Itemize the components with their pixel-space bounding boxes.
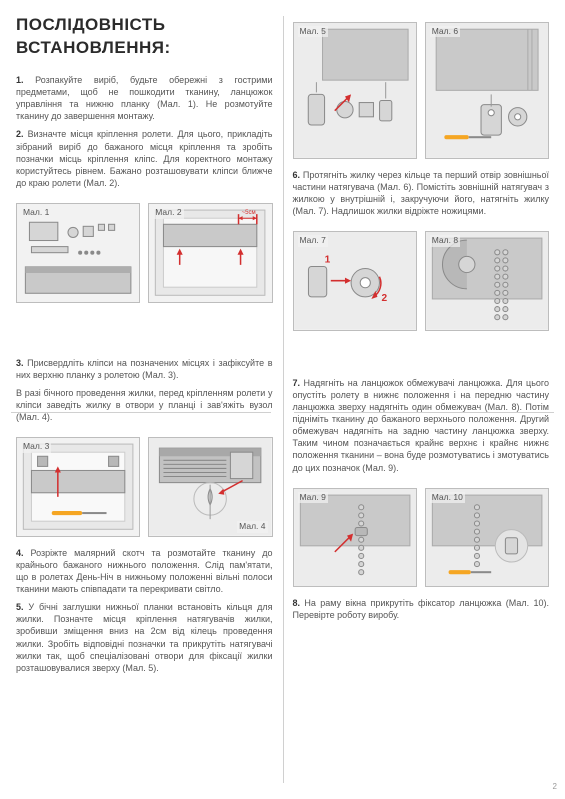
page-number: 2 (553, 782, 557, 793)
figure-3: Мал. 3 (16, 437, 140, 536)
horizontal-divider-right (294, 412, 554, 413)
step-num-3: 3. (16, 358, 24, 368)
fig-row-5-6: Мал. 5 Мал. 6 (293, 22, 550, 159)
figure-2: Мал. 2 ~5см (148, 203, 272, 302)
figure-1: Мал. 1 (16, 203, 140, 302)
fig-2-svg: ~5см (149, 204, 271, 301)
step-8-text: На раму вікна прикрутіть фіксатор ланцюж… (293, 598, 549, 620)
step-7-text: Надягніть на ланцюжок обмежувачі ланцюжк… (293, 378, 550, 473)
step-num-8: 8. (293, 598, 301, 608)
vertical-divider (283, 16, 284, 783)
fig-6-svg (426, 23, 548, 158)
fig-9-label: Мал. 9 (298, 492, 328, 503)
step-3b-text: В разі бічного проведення жилки, перед к… (16, 388, 273, 422)
fig-9-svg (294, 489, 416, 586)
fig-5-svg (294, 23, 416, 158)
fig-10-label: Мал. 10 (430, 492, 465, 503)
fig-1-svg (17, 204, 139, 301)
step-4-text: Розріжте малярний скотч та розмотайте тк… (16, 548, 273, 594)
fig-10-svg (426, 489, 548, 586)
fig-7-svg: 1 2 (294, 232, 416, 329)
fig-2-label: Мал. 2 (153, 207, 183, 218)
figure-6: Мал. 6 (425, 22, 549, 159)
step-num-4: 4. (16, 548, 24, 558)
fig-row-3-4: Мал. 3 Мал. 4 (16, 437, 273, 536)
fig-row-7-8: Мал. 7 1 2 Мал. 8 (293, 231, 550, 330)
fig-row-1-2: Мал. 1 Мал. 2 (16, 203, 273, 302)
figure-9: Мал. 9 (293, 488, 417, 587)
figure-8: Мал. 8 (425, 231, 549, 330)
step-num-2: 2. (16, 129, 24, 139)
horizontal-divider-left (11, 412, 271, 413)
fig-8-label: Мал. 8 (430, 235, 460, 246)
gap-to-mid (16, 313, 273, 357)
step-1-text: Розпакуйте виріб, будьте обережні з гост… (16, 75, 273, 121)
step-3b: В разі бічного проведення жилки, перед к… (16, 387, 273, 423)
fig-5-label: Мал. 5 (298, 26, 328, 37)
step-4: 4. Розріжте малярний скотч та розмотайте… (16, 547, 273, 596)
dim-5cm: ~5см (242, 209, 256, 216)
fig-6-label: Мал. 6 (430, 26, 460, 37)
fig-3-svg (17, 438, 139, 535)
step-3: 3. Присвердліть кліпси на позначених міс… (16, 357, 273, 381)
step-8: 8. На раму вікна прикрутіть фіксатор лан… (293, 597, 550, 621)
fig-4-label: Мал. 4 (237, 521, 267, 532)
step-num-5: 5. (16, 602, 24, 612)
svg-text:1: 1 (324, 255, 330, 266)
right-column: Мал. 5 Мал. 6 (283, 0, 565, 799)
figure-10: Мал. 10 (425, 488, 549, 587)
fig-8-svg (426, 232, 548, 329)
step-6: 6. Протягніть жилку через кільце та перш… (293, 169, 550, 218)
fig-7-label: Мал. 7 (298, 235, 328, 246)
fig-3-label: Мал. 3 (21, 441, 51, 452)
step-7: 7. Надягніть на ланцюжок обмежувачі ланц… (293, 377, 550, 474)
figure-4: Мал. 4 (148, 437, 272, 536)
step-num-6: 6. (293, 170, 301, 180)
fig-row-9-10: Мал. 9 Мал. 10 (293, 488, 550, 587)
svg-text:2: 2 (381, 293, 387, 304)
step-5-text: У бічні заглушки нижньої планки встанові… (16, 602, 273, 673)
figure-7: Мал. 7 1 2 (293, 231, 417, 330)
step-2-text: Визначте місця кріплення ролети. Для цьо… (16, 129, 273, 188)
step-3-text: Присвердліть кліпси на позначених місцях… (16, 358, 273, 380)
step-5: 5. У бічні заглушки нижньої планки встан… (16, 601, 273, 674)
step-1: 1. Розпакуйте виріб, будьте обережні з г… (16, 74, 273, 123)
fig-1-label: Мал. 1 (21, 207, 51, 218)
step-6-text: Протягніть жилку через кільце та перший … (293, 170, 550, 216)
step-2: 2. Визначте місця кріплення ролети. Для … (16, 128, 273, 189)
step-num-7: 7. (293, 378, 301, 388)
left-column: ПОСЛІДОВНІСТЬ ВСТАНОВЛЕННЯ: 1. Розпакуйт… (0, 0, 283, 799)
step-num-1: 1. (16, 75, 24, 85)
gap-to-mid-r (293, 341, 550, 377)
figure-5: Мал. 5 (293, 22, 417, 159)
page-title: ПОСЛІДОВНІСТЬ ВСТАНОВЛЕННЯ: (16, 14, 273, 60)
